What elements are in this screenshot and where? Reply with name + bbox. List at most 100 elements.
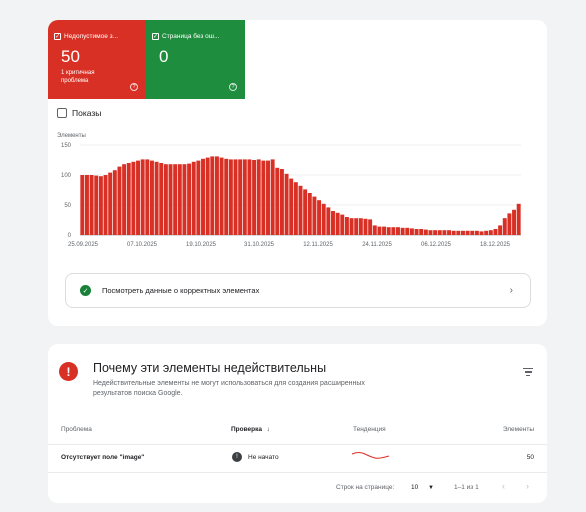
impressions-toggle[interactable]: Показы (57, 108, 101, 118)
chart-bar (242, 159, 247, 235)
chart-bar (256, 159, 261, 235)
dropdown-arrow-icon: ▼ (428, 485, 434, 491)
chart-bar (382, 226, 387, 235)
chart-bar (409, 228, 414, 235)
chart-bar (210, 156, 215, 235)
issues-card: ! Почему эти элементы недействительны Не… (48, 344, 547, 503)
chart-bar (201, 158, 205, 235)
chart-bar (391, 227, 396, 235)
invalid-tile-header: ✓ Недопустимое з... (54, 33, 118, 40)
chart-bar (266, 160, 270, 235)
next-page-icon[interactable]: › (526, 481, 529, 491)
chart-bar (363, 218, 368, 235)
chart-bar (335, 212, 340, 235)
chart-bar (344, 217, 349, 235)
chart-bar (470, 230, 475, 235)
chart-bar (270, 159, 275, 235)
chart-bar (159, 163, 164, 235)
chart-bar (279, 169, 284, 235)
prev-page-icon[interactable]: ‹ (502, 481, 505, 491)
chart-bar (205, 157, 210, 235)
checkbox-checked-icon[interactable]: ✓ (152, 33, 159, 40)
chart-bar (112, 170, 117, 235)
chart-bar (312, 196, 317, 235)
chart-bar (386, 227, 391, 235)
chart-bar (423, 229, 428, 235)
chart-bar (414, 229, 419, 235)
trend-sparkline (351, 452, 390, 459)
chart-bar (103, 175, 108, 235)
column-header-elements[interactable]: Элементы (502, 426, 534, 433)
chart-bar (252, 160, 257, 235)
x-tick-label: 06.12.2025 (421, 242, 452, 248)
chart-bar (465, 230, 470, 235)
chart-bar (321, 203, 326, 235)
chart-bar (451, 230, 456, 235)
chart-bar (298, 185, 303, 235)
chart-bar (89, 175, 94, 235)
chart-bar (154, 161, 159, 235)
impressions-label: Показы (72, 108, 102, 118)
x-tick-label: 07.10.2025 (127, 242, 158, 248)
column-header-problem[interactable]: Проблема (61, 426, 92, 433)
chart-bar (303, 189, 308, 235)
column-header-check[interactable]: Проверка ↓ (231, 426, 270, 433)
chart-bar (507, 213, 512, 235)
pagination-range: 1–1 из 1 (454, 484, 479, 491)
x-tick-label: 31.10.2025 (244, 242, 275, 248)
filter-icon[interactable] (523, 368, 533, 378)
valid-items-tile[interactable]: ✓ Страница без ош... 0 ? (146, 20, 245, 99)
issues-description: Недействительные элементы не могут испол… (93, 380, 365, 397)
y-tick-label: 0 (68, 233, 72, 239)
chart-bar (196, 160, 201, 235)
invalid-tile-label: Недопустимое з... (64, 33, 119, 40)
help-icon[interactable]: ? (229, 83, 237, 91)
issues-title: Почему эти элементы недействительны (93, 361, 327, 375)
x-tick-label: 25.09.2025 (68, 242, 99, 248)
rows-per-page-select[interactable]: 10 ▼ (411, 484, 434, 491)
chart-bar (122, 164, 127, 235)
checkbox-unchecked-icon[interactable] (57, 108, 67, 118)
chart-bar (131, 161, 136, 235)
table-divider (48, 444, 547, 445)
y-axis-label: Элементы (57, 133, 86, 139)
chart-bar (317, 200, 322, 235)
chart-bar (433, 230, 438, 235)
invalid-count: 50 (61, 47, 80, 66)
chart-bar (377, 226, 382, 235)
chart-bar (126, 163, 131, 235)
x-tick-label: 24.11.2025 (362, 242, 392, 248)
x-tick-label: 12.11.2025 (303, 242, 333, 248)
error-icon: ! (59, 362, 78, 381)
valid-tile-header: ✓ Страница без ош... (152, 33, 219, 40)
invalid-items-card: ✓ Недопустимое з... 50 1 критичная пробл… (48, 20, 547, 326)
chart-bar (442, 230, 447, 235)
y-tick-label: 50 (64, 203, 71, 209)
column-header-check-label: Проверка (231, 426, 262, 433)
chart-bar (307, 193, 312, 235)
chart-bar (261, 160, 266, 235)
chart-bar (224, 158, 229, 235)
chart-bar (358, 218, 363, 235)
invalid-items-tile[interactable]: ✓ Недопустимое з... 50 1 критичная пробл… (48, 20, 146, 99)
chevron-right-icon: › (509, 285, 513, 296)
chart-bar (214, 156, 219, 235)
sort-arrow-down-icon: ↓ (266, 426, 271, 433)
y-tick-label: 100 (61, 173, 72, 179)
chart-bar (349, 218, 354, 235)
chart-bar (233, 159, 238, 235)
view-correct-items-link[interactable]: ✓ Посмотреть данные о корректных элемент… (65, 273, 531, 308)
problem-cell[interactable]: Отсутствует поле "image" (61, 454, 145, 461)
chart-bar (456, 230, 461, 235)
checkbox-checked-icon[interactable]: ✓ (54, 33, 61, 40)
column-header-trend[interactable]: Тенденция (353, 426, 386, 433)
help-icon[interactable]: ? (130, 83, 138, 91)
chart-bar (168, 164, 173, 235)
rows-per-page-value: 10 (411, 484, 419, 491)
chart-bar (219, 157, 224, 235)
chart-bar (502, 218, 507, 235)
chart-bar (191, 161, 196, 235)
chart-bar (326, 207, 331, 235)
chart-bar (419, 229, 424, 235)
chart-bar (461, 230, 465, 235)
